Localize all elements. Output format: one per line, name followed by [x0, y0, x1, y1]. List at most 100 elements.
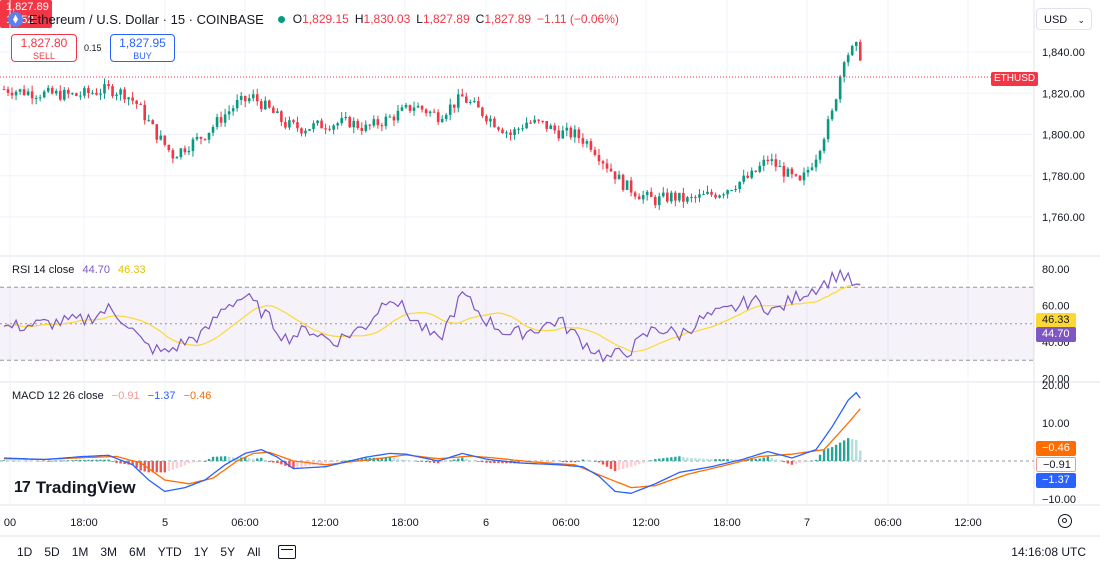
- calendar-range-icon[interactable]: [278, 545, 297, 559]
- candle-body: [653, 196, 657, 206]
- candle-body: [830, 110, 834, 120]
- candle-body: [722, 194, 725, 196]
- macd-hist-bar: [734, 459, 737, 461]
- candle-body: [63, 89, 66, 100]
- candle-body: [686, 197, 689, 202]
- macd-hist-bar: [159, 461, 162, 473]
- tradingview-logo: 17 TradingView: [14, 478, 136, 498]
- macd-hist-bar: [541, 461, 544, 463]
- macd-hist-bar: [838, 442, 842, 461]
- candle-body: [416, 105, 420, 108]
- candle-body: [247, 98, 251, 102]
- candle-body: [609, 168, 613, 172]
- rsi-legend[interactable]: RSI 14 close 44.70 46.33: [12, 264, 146, 276]
- candle-body: [292, 120, 295, 123]
- macd-hist-bar: [179, 461, 183, 467]
- candle-body: [272, 107, 275, 114]
- macd-hist-bar: [75, 460, 78, 461]
- tf-1y[interactable]: 1Y: [193, 545, 209, 559]
- macd-hist-bar: [589, 461, 593, 462]
- candle-body: [392, 116, 396, 121]
- macd-hist-bar: [280, 461, 283, 465]
- buy-button[interactable]: 1,827.95 BUY: [110, 34, 175, 62]
- macd-hist-bar: [637, 461, 641, 465]
- macd-hist-bar: [690, 457, 693, 461]
- macd-hist-bar: [646, 461, 649, 462]
- rsi-line: [3, 268, 861, 363]
- candle-body: [710, 191, 713, 195]
- candle-body: [774, 159, 778, 167]
- tf-all[interactable]: All: [247, 545, 261, 559]
- macd-hist-bar: [151, 461, 154, 473]
- candle-body: [742, 175, 745, 182]
- candle-body: [99, 93, 102, 95]
- candle-body: [649, 191, 653, 197]
- sell-button[interactable]: 1,827.80 SELL: [11, 34, 77, 62]
- candle-body: [593, 149, 597, 156]
- macd-hist-bar: [324, 461, 327, 463]
- macd-hist-bar: [2, 460, 6, 462]
- candle-body: [698, 194, 701, 198]
- tf-6m[interactable]: 6M: [129, 545, 146, 559]
- candle-body: [2, 89, 6, 91]
- candle-body: [850, 45, 854, 56]
- macd-hist-bar: [147, 461, 150, 473]
- tf-1d[interactable]: 1D: [17, 545, 33, 559]
- macd-hist-bar: [252, 459, 255, 461]
- macd-hist-bar: [722, 459, 725, 461]
- utc-clock[interactable]: 14:16:08 UTC: [1011, 545, 1086, 559]
- candle-body: [814, 159, 818, 168]
- macd-hist-bar: [678, 456, 681, 461]
- candle-body: [545, 121, 548, 129]
- candle-body: [734, 189, 737, 191]
- ohlc-close: C1,827.89: [475, 12, 532, 26]
- candle-body: [730, 190, 733, 192]
- candle-body: [336, 123, 339, 126]
- tf-3m[interactable]: 3M: [100, 545, 118, 559]
- macd-histogram: [2, 438, 862, 473]
- market-status-dot-icon: [277, 15, 285, 23]
- macd-hist-bar: [424, 461, 428, 463]
- candle-body: [521, 128, 524, 130]
- macd-hist-bar: [557, 461, 560, 463]
- tf-1m[interactable]: 1M: [71, 545, 89, 559]
- macd-hist-bar: [115, 461, 118, 464]
- candle-body: [360, 127, 364, 131]
- candle-body: [284, 121, 287, 128]
- candle-body: [738, 181, 741, 190]
- macd-legend[interactable]: MACD 12 26 close −0.91 −1.37 −0.46: [12, 390, 211, 402]
- macd-hist-bar: [26, 460, 30, 462]
- tf-5y[interactable]: 5Y: [220, 545, 236, 559]
- candle-body: [50, 87, 54, 94]
- candle-body: [67, 89, 70, 94]
- macd-hist-bar: [328, 461, 331, 463]
- candle-body: [420, 105, 424, 110]
- candle-body: [372, 119, 376, 126]
- macd-hist-bar: [473, 460, 476, 462]
- macd-hist-bar: [83, 459, 86, 461]
- macd-hist-bar: [276, 461, 279, 464]
- macd-hist-bar: [203, 461, 207, 462]
- rsi-name: RSI: [12, 264, 31, 276]
- tf-5d[interactable]: 5D: [44, 545, 60, 559]
- macd-hist-bar: [292, 461, 295, 469]
- macd-hist-bar: [155, 461, 158, 473]
- candle-body: [444, 114, 448, 119]
- candle-body: [456, 94, 460, 108]
- candle-body: [340, 118, 343, 124]
- macd-hist-bar: [666, 457, 669, 461]
- symbol-title[interactable]: Ethereum / U.S. Dollar · 15 · COINBASE: [29, 11, 264, 27]
- candle-body: [657, 196, 661, 206]
- currency-select[interactable]: USD ⌄: [1036, 8, 1092, 30]
- ohlc-low: L1,827.89: [416, 12, 470, 26]
- macd-hist-bar: [714, 459, 717, 461]
- settings-gear-icon[interactable]: [1058, 514, 1072, 528]
- candle-body: [782, 165, 786, 177]
- tf-ytd[interactable]: YTD: [157, 545, 182, 559]
- candle-body: [726, 190, 729, 195]
- macd-hist-bar: [794, 461, 798, 464]
- macd-hist-bar: [264, 459, 267, 461]
- candle-body: [408, 104, 412, 111]
- macd-hist-bar: [87, 459, 90, 461]
